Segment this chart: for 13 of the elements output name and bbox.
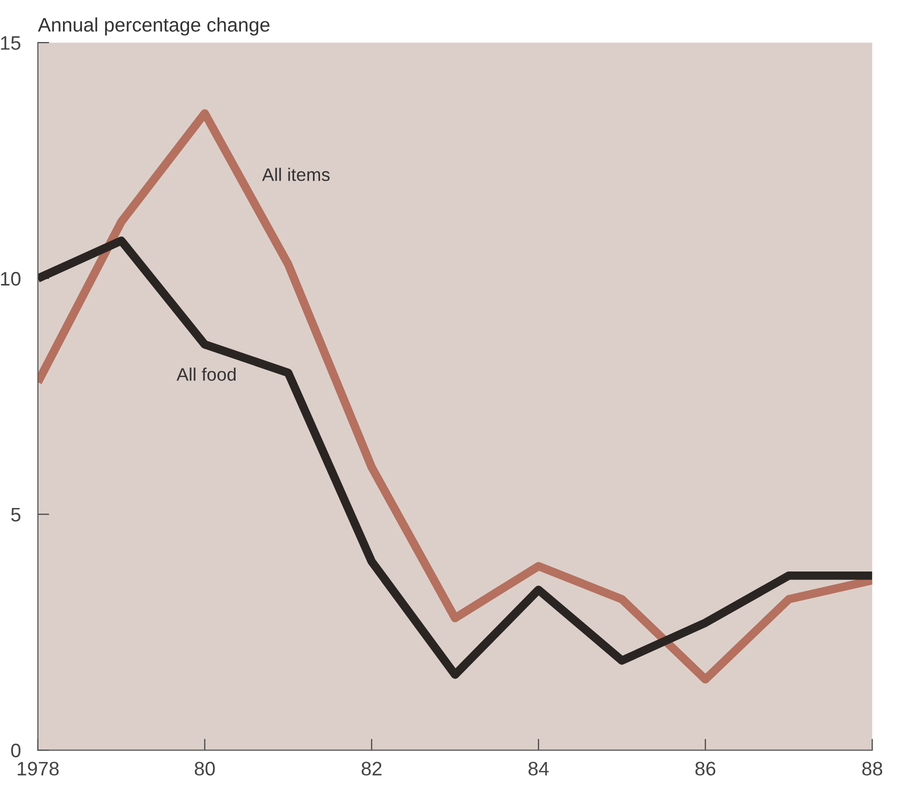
x-tick-label: 80 [194, 762, 215, 776]
y-tick-label: 0 [11, 744, 20, 758]
x-tick-label: 82 [362, 762, 382, 776]
x-tick-label: 84 [528, 762, 549, 776]
x-tick-label: 88 [862, 762, 882, 776]
y-tick-label: 10 [1, 272, 20, 286]
series-label: All food [176, 368, 236, 381]
y-axis-title: Annual percentage change [38, 17, 270, 36]
series-label: All items [262, 168, 330, 182]
y-tick-label: 15 [1, 36, 20, 50]
x-tick-label: 1978 [18, 762, 59, 776]
y-tick-label: 5 [11, 508, 20, 522]
x-tick-label: 86 [695, 762, 716, 776]
